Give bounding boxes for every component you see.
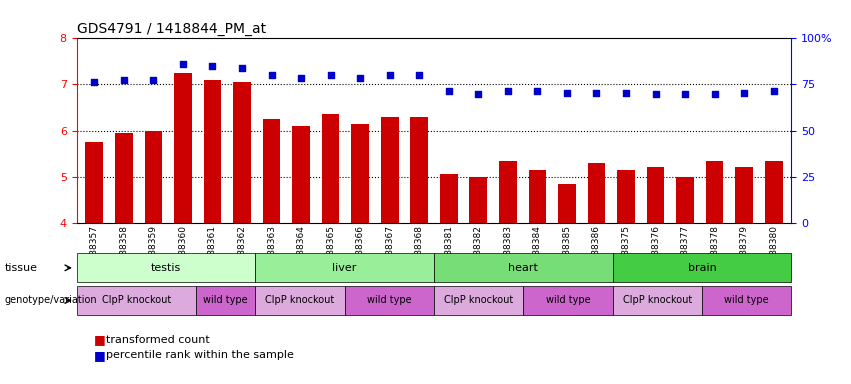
Point — [737, 90, 751, 96]
Bar — [647, 167, 665, 223]
Point — [353, 74, 367, 81]
Bar — [351, 124, 369, 223]
Point — [88, 79, 101, 85]
Text: wild type: wild type — [545, 295, 591, 306]
Point — [324, 72, 338, 78]
Point — [530, 88, 544, 94]
Text: brain: brain — [688, 263, 717, 273]
Bar — [705, 161, 723, 223]
Text: percentile rank within the sample: percentile rank within the sample — [106, 350, 294, 360]
Point — [383, 72, 397, 78]
Bar — [617, 170, 635, 223]
Bar — [322, 114, 340, 223]
Bar — [587, 163, 605, 223]
Bar — [558, 184, 576, 223]
Text: transformed count: transformed count — [106, 335, 210, 345]
Bar — [263, 119, 281, 223]
Point — [176, 61, 190, 67]
Text: wild type: wild type — [367, 295, 412, 306]
Bar — [677, 177, 694, 223]
Text: ClpP knockout: ClpP knockout — [101, 295, 171, 306]
Text: ClpP knockout: ClpP knockout — [623, 295, 692, 306]
Bar — [499, 161, 517, 223]
Point — [117, 77, 131, 83]
Bar — [735, 167, 753, 223]
Text: liver: liver — [333, 263, 357, 273]
Point — [620, 90, 633, 96]
Point — [708, 91, 722, 97]
Point — [767, 88, 780, 94]
Bar — [410, 117, 428, 223]
Bar — [440, 174, 458, 223]
Point — [442, 88, 455, 94]
Text: tissue: tissue — [4, 263, 37, 273]
Point — [146, 77, 160, 83]
Point — [471, 91, 485, 97]
Text: genotype/variation: genotype/variation — [4, 295, 97, 306]
Text: wild type: wild type — [724, 295, 769, 306]
Text: wild type: wild type — [203, 295, 248, 306]
Text: ■: ■ — [94, 349, 106, 362]
Bar — [85, 142, 103, 223]
Point — [206, 63, 220, 69]
Text: heart: heart — [508, 263, 539, 273]
Text: ClpP knockout: ClpP knockout — [266, 295, 334, 306]
Bar — [470, 177, 487, 223]
Text: ■: ■ — [94, 333, 106, 346]
Bar — [233, 82, 251, 223]
Point — [678, 91, 692, 97]
Bar — [381, 117, 398, 223]
Point — [294, 74, 308, 81]
Bar — [528, 170, 546, 223]
Text: ClpP knockout: ClpP knockout — [444, 295, 513, 306]
Text: GDS4791 / 1418844_PM_at: GDS4791 / 1418844_PM_at — [77, 22, 266, 36]
Point — [648, 91, 662, 97]
Text: testis: testis — [151, 263, 181, 273]
Point — [590, 90, 603, 96]
Bar — [115, 133, 133, 223]
Point — [501, 88, 515, 94]
Point — [235, 65, 248, 71]
Bar — [292, 126, 310, 223]
Bar — [174, 73, 191, 223]
Point — [413, 72, 426, 78]
Point — [560, 90, 574, 96]
Point — [265, 72, 278, 78]
Bar — [765, 161, 783, 223]
Bar — [203, 80, 221, 223]
Bar — [145, 131, 163, 223]
